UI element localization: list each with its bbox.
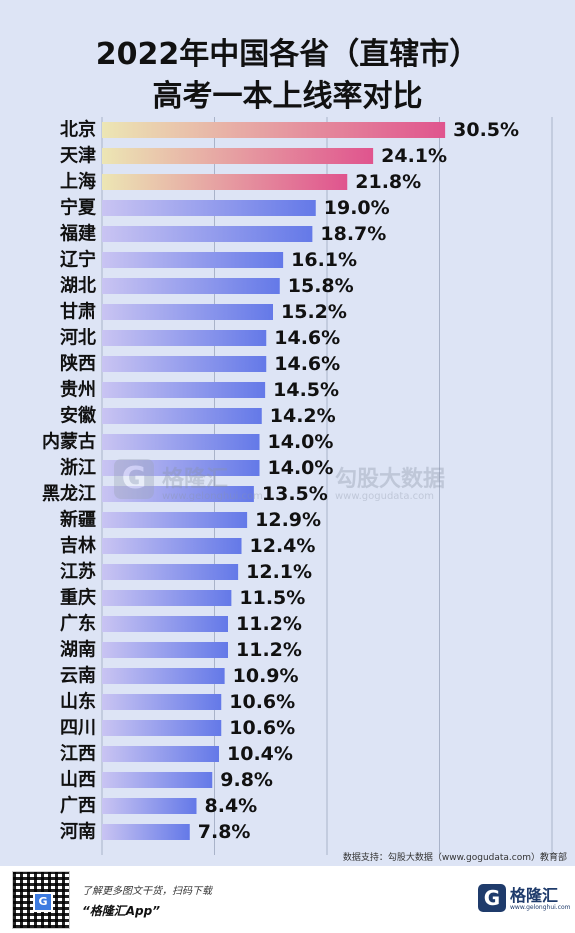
category-label: 黑龙江 [42, 483, 96, 505]
bar [102, 486, 254, 502]
category-label: 贵州 [60, 380, 96, 401]
data-source: 数据支持：勾股大数据（www.gogudata.com）教育部 [342, 853, 567, 863]
category-label: 内蒙古 [42, 431, 96, 453]
category-label: 江西 [60, 744, 96, 765]
chart-title-line2: 高考一本上线率对比 [152, 79, 423, 114]
bar [102, 720, 222, 736]
bar [102, 590, 232, 606]
category-label: 湖北 [60, 276, 96, 297]
value-label: 10.4% [227, 743, 293, 765]
category-label: 山东 [60, 691, 96, 713]
bar [102, 512, 248, 528]
value-label: 11.5% [239, 587, 305, 609]
value-label: 14.2% [270, 405, 336, 427]
value-label: 14.6% [274, 327, 340, 349]
value-label: 13.5% [262, 483, 328, 505]
bar [102, 616, 228, 632]
qr-logo-icon: G [33, 892, 53, 912]
category-label: 河北 [60, 328, 96, 349]
value-label: 16.1% [291, 249, 357, 271]
category-label: 上海 [60, 171, 96, 193]
bar [102, 122, 446, 138]
category-label: 山西 [60, 770, 96, 791]
category-label: 河南 [60, 821, 96, 843]
bar [102, 148, 374, 164]
bar [102, 460, 260, 476]
bar [102, 642, 228, 658]
value-label: 12.4% [250, 535, 316, 557]
bar [102, 382, 266, 398]
qr-code-icon[interactable]: G [12, 871, 70, 929]
bar [102, 772, 213, 788]
bar-chart: 北京 30.5% 天津 24.1% 上海 21.8% 宁夏 19.0% 福建 18.7% 辽宁 16.… [42, 117, 553, 855]
bar [102, 200, 316, 216]
value-label: 14.0% [268, 431, 334, 453]
value-label: 24.1% [381, 145, 447, 167]
value-label: 11.2% [236, 613, 302, 635]
category-label: 四川 [60, 718, 96, 739]
category-label: 浙江 [60, 457, 96, 479]
value-label: 9.8% [220, 769, 273, 791]
value-label: 7.8% [198, 821, 251, 843]
chart-title-line1: 2022年中国各省（直辖市） [95, 37, 480, 72]
category-label: 福建 [59, 223, 96, 245]
category-label: 安徽 [60, 405, 97, 427]
bar [102, 408, 262, 424]
bar [102, 798, 197, 814]
category-label: 甘肃 [60, 301, 96, 323]
brand-url: www.gelonghui.com [510, 904, 571, 911]
bar [102, 668, 225, 684]
bar [102, 356, 267, 372]
value-label: 21.8% [355, 171, 421, 193]
value-label: 14.5% [273, 379, 339, 401]
value-label: 10.6% [229, 691, 295, 713]
value-label: 19.0% [324, 197, 390, 219]
bar [102, 174, 348, 190]
bar [102, 304, 273, 320]
bar [102, 330, 267, 346]
value-label: 15.2% [281, 301, 347, 323]
value-label: 12.9% [255, 509, 321, 531]
bar [102, 824, 190, 840]
promo-text: 了解更多图文干货，扫码下载 [82, 886, 212, 897]
value-label: 12.1% [246, 561, 312, 583]
footer: G 了解更多图文干货，扫码下载 “格隆汇App” G 格隆汇 www.gelon… [0, 866, 575, 933]
value-label: 8.4% [205, 795, 258, 817]
value-label: 18.7% [320, 223, 386, 245]
brand-logo-icon: G [478, 884, 506, 912]
value-label: 10.6% [229, 717, 295, 739]
chart-title: 2022年中国各省（直辖市） 高考一本上线率对比 [0, 34, 575, 118]
bar [102, 226, 313, 242]
category-label: 湖南 [60, 639, 96, 661]
category-label: 广东 [60, 613, 96, 635]
value-label: 11.2% [236, 639, 302, 661]
category-label: 宁夏 [60, 197, 97, 219]
category-label: 江苏 [60, 561, 96, 583]
bar [102, 278, 280, 294]
value-label: 10.9% [233, 665, 299, 687]
category-label: 云南 [60, 665, 96, 687]
category-label: 新疆 [60, 509, 96, 531]
value-label: 30.5% [453, 119, 519, 141]
category-label: 北京 [60, 119, 96, 141]
category-label: 陕西 [60, 353, 96, 375]
category-label: 辽宁 [60, 249, 96, 271]
brand-name: 格隆汇 [510, 886, 559, 905]
bar [102, 538, 242, 554]
category-label: 广西 [60, 795, 96, 817]
category-label: 重庆 [60, 587, 96, 609]
bar [102, 434, 260, 450]
value-label: 14.6% [274, 353, 340, 375]
bar [102, 252, 284, 268]
category-label: 吉林 [60, 535, 96, 557]
bar [102, 746, 219, 762]
bar [102, 564, 239, 580]
value-label: 14.0% [268, 457, 334, 479]
category-label: 天津 [60, 145, 96, 167]
promo-app-name: “格隆汇App” [82, 904, 160, 918]
value-label: 15.8% [288, 275, 354, 297]
bar [102, 694, 222, 710]
